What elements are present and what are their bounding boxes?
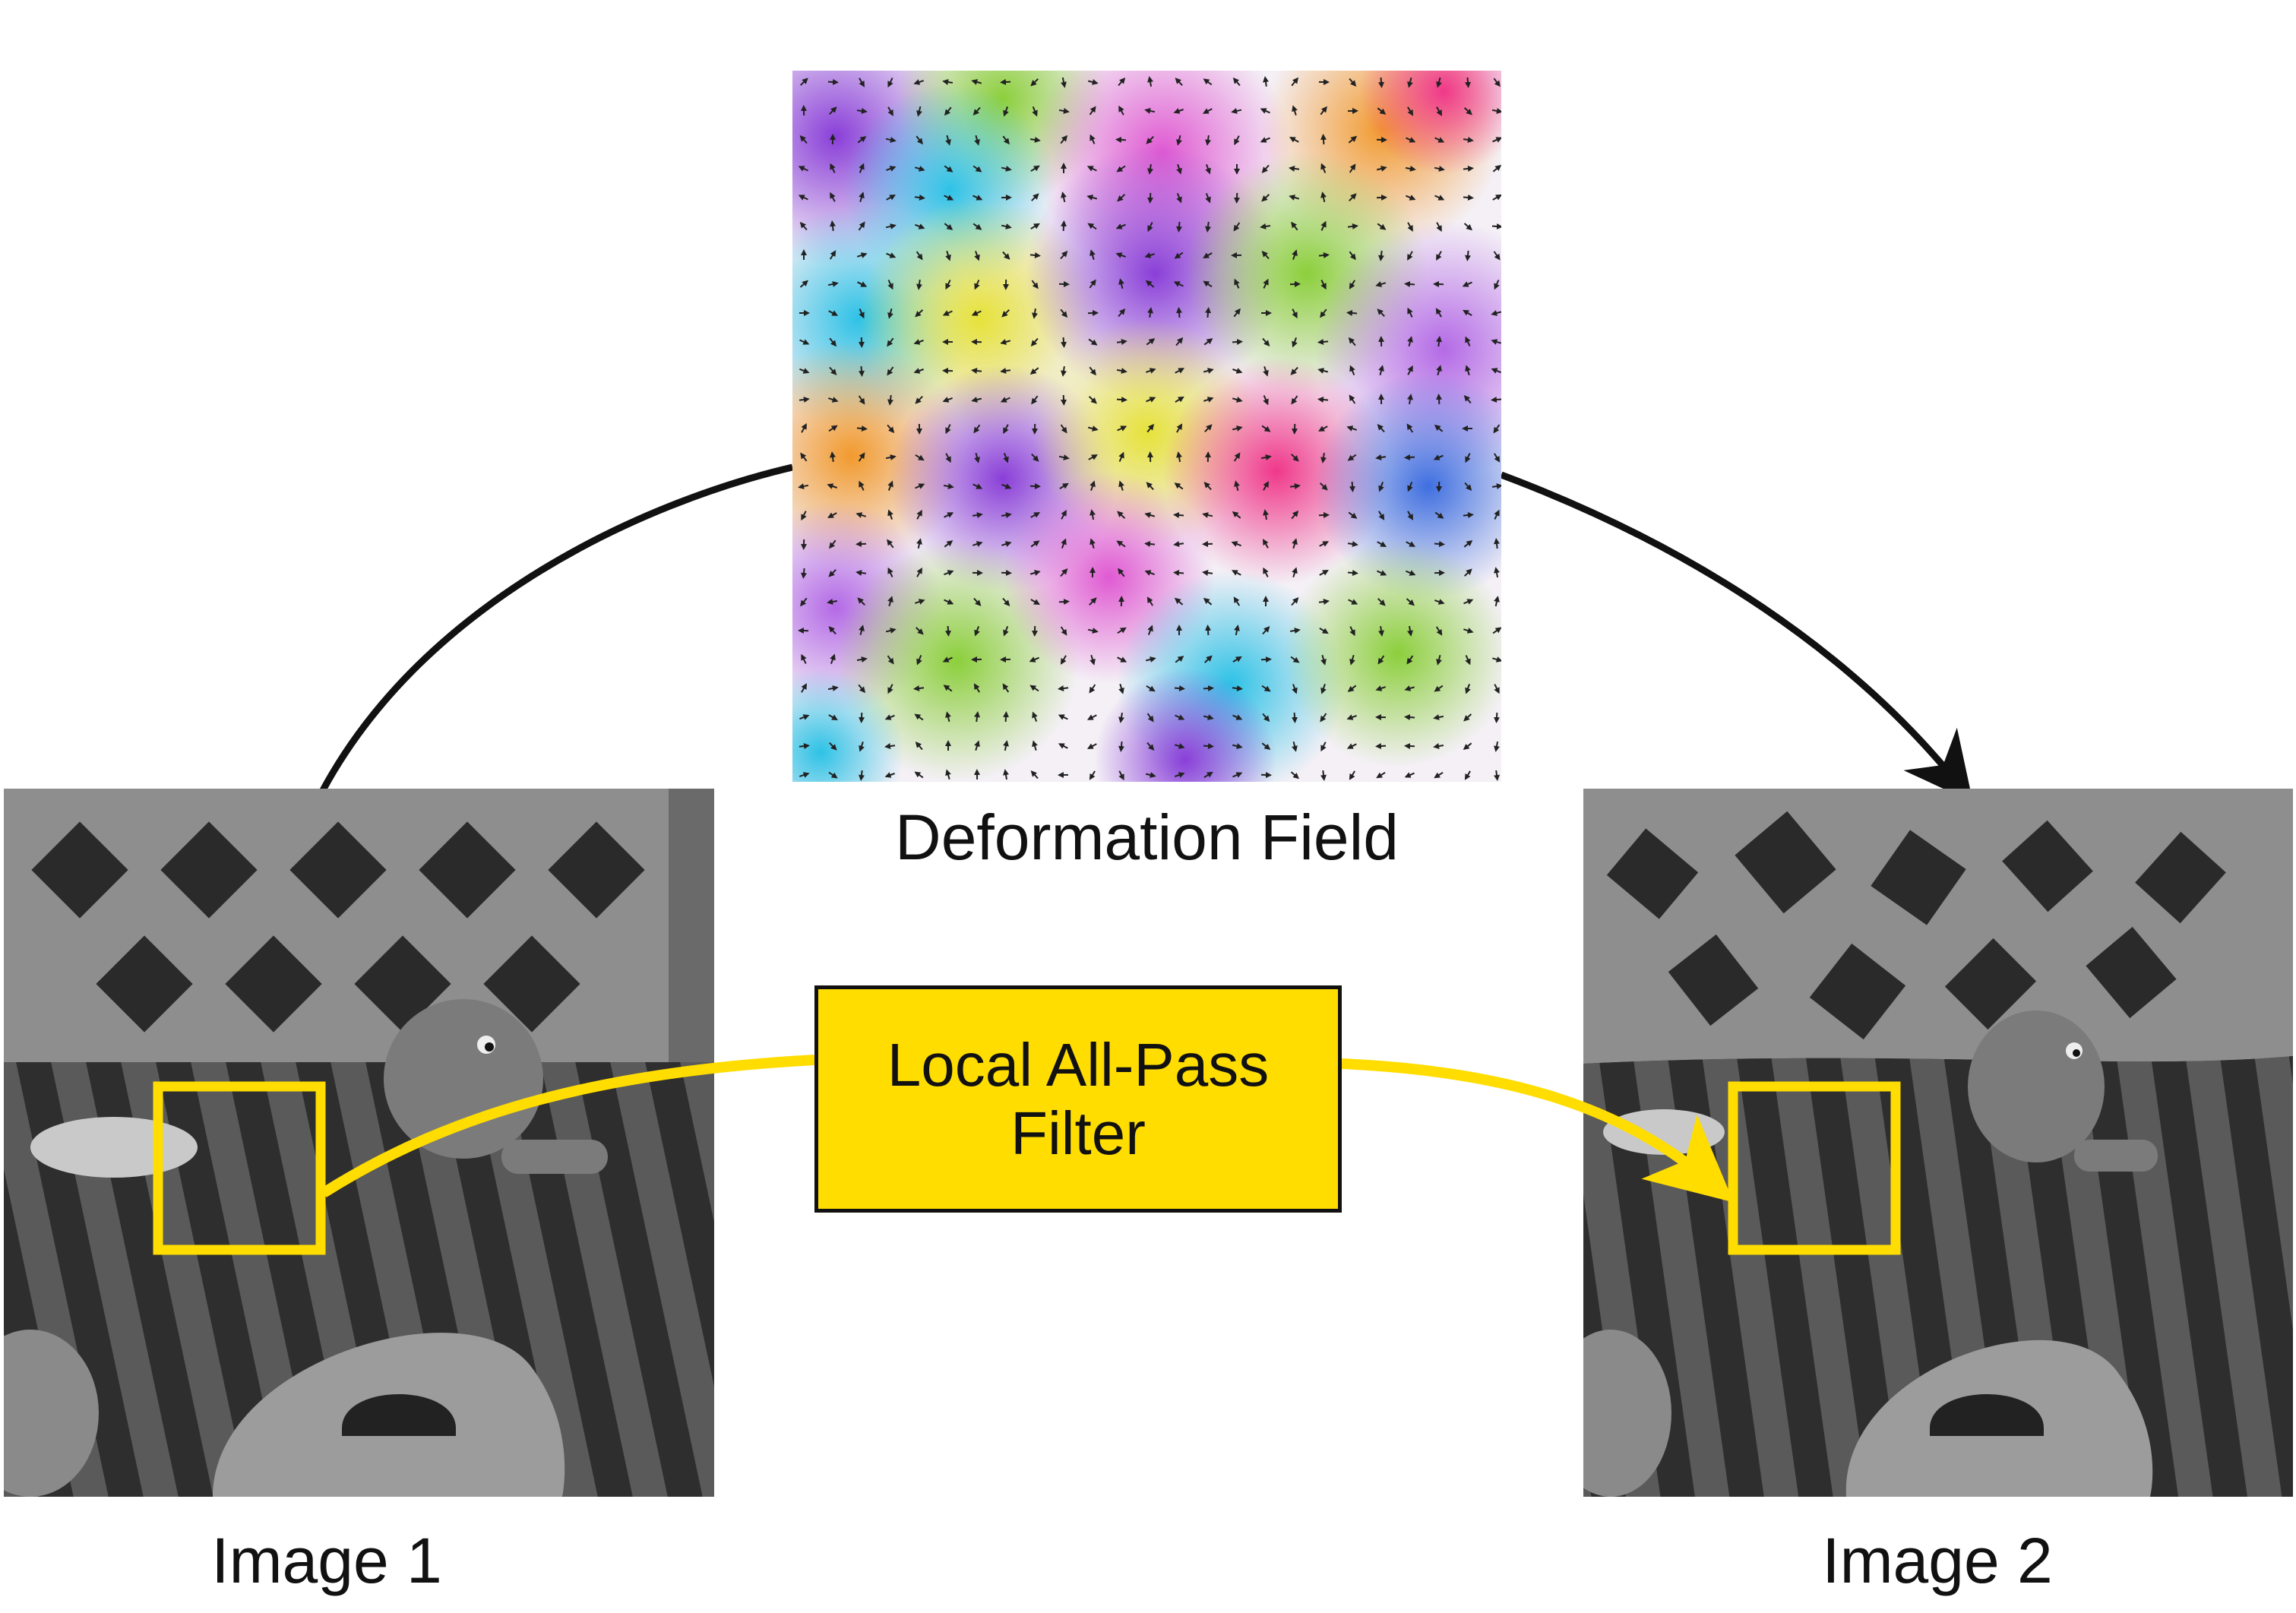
caption-image2: Image 2 <box>1747 1529 2127 1592</box>
filter-label-line1: Local All-Pass <box>887 1031 1269 1099</box>
field-vector-arrow-icon <box>1352 482 1353 491</box>
field-vector-arrow-icon <box>1380 251 1381 260</box>
field-vector-arrow-icon <box>1001 82 1010 83</box>
caption-deformation-field: Deformation Field <box>792 805 1501 869</box>
caption-image1: Image 1 <box>137 1529 517 1592</box>
field-vector-arrow-icon <box>1006 713 1007 722</box>
field-vector-arrow-icon <box>1323 770 1324 780</box>
field-vector-arrow-icon <box>1179 308 1180 318</box>
field-vector-arrow-icon <box>1467 251 1468 260</box>
filter-label-line2: Filter <box>1010 1099 1146 1168</box>
field-vector-arrow-icon <box>1232 342 1241 343</box>
field-vector-arrow-icon <box>1208 626 1209 635</box>
field-vector-arrow-icon <box>828 82 837 83</box>
field-vector-arrow-icon <box>1207 308 1208 318</box>
field-vector-arrow-icon <box>1261 659 1270 660</box>
field-vector-arrow-icon <box>1406 457 1415 458</box>
field-vector-arrow-icon <box>1319 399 1328 400</box>
field-vector-arrow-icon <box>1179 222 1180 231</box>
field-vector-arrow-icon <box>799 745 808 746</box>
field-vector-arrow-icon <box>1348 313 1357 314</box>
field-vector-arrow-icon <box>1348 573 1357 574</box>
field-vector-arrow-icon <box>1381 77 1382 87</box>
local-all-pass-filter-box: Local All-Pass Filter <box>814 985 1342 1213</box>
image1-photo <box>0 789 714 1497</box>
field-vector-arrow-icon <box>832 222 833 231</box>
field-vector-arrow-icon <box>1438 337 1439 346</box>
field-vector-arrow-icon <box>1492 226 1501 227</box>
field-vector-arrow-icon <box>1175 573 1184 574</box>
arc-image1-to-field <box>323 467 792 790</box>
field-vector-arrow-icon <box>1377 746 1386 747</box>
field-vector-arrow-icon <box>1117 140 1126 141</box>
field-vector-arrow-icon <box>1150 193 1151 202</box>
field-vector-arrow-icon <box>915 197 924 198</box>
field-vector-arrow-icon <box>1175 515 1184 516</box>
field-vector-arrow-icon <box>1319 341 1328 342</box>
field-vector-arrow-icon <box>948 626 949 635</box>
field-vector-arrow-icon <box>1146 543 1155 544</box>
field-vector-arrow-icon <box>1001 573 1010 574</box>
arc-field-to-image2 <box>1501 475 1960 786</box>
field-vector-arrow-icon <box>1496 539 1497 549</box>
field-vector-arrow-icon <box>1463 168 1472 169</box>
field-vector-arrow-icon <box>1434 544 1444 545</box>
field-vector-arrow-icon <box>1406 284 1415 285</box>
deformation-field-image <box>707 0 1573 851</box>
field-vector-arrow-icon <box>1468 77 1469 87</box>
field-vector-arrow-icon <box>1439 395 1440 404</box>
field-vector-arrow-icon <box>1406 717 1415 718</box>
field-vector-arrow-icon <box>1463 514 1472 515</box>
field-vector-arrow-icon <box>1175 688 1184 689</box>
field-vector-arrow-icon <box>1203 746 1213 747</box>
field-vector-arrow-icon <box>857 544 866 545</box>
field-vector-arrow-icon <box>972 370 982 371</box>
field-vector-arrow-icon <box>803 568 804 577</box>
field-vector-arrow-icon <box>1406 746 1415 747</box>
field-vector-arrow-icon <box>861 770 862 780</box>
field-vector-arrow-icon <box>1203 688 1213 689</box>
field-vector-arrow-icon <box>1237 193 1238 202</box>
field-vector-arrow-icon <box>857 428 866 429</box>
field-vector-arrow-icon <box>1059 602 1068 603</box>
